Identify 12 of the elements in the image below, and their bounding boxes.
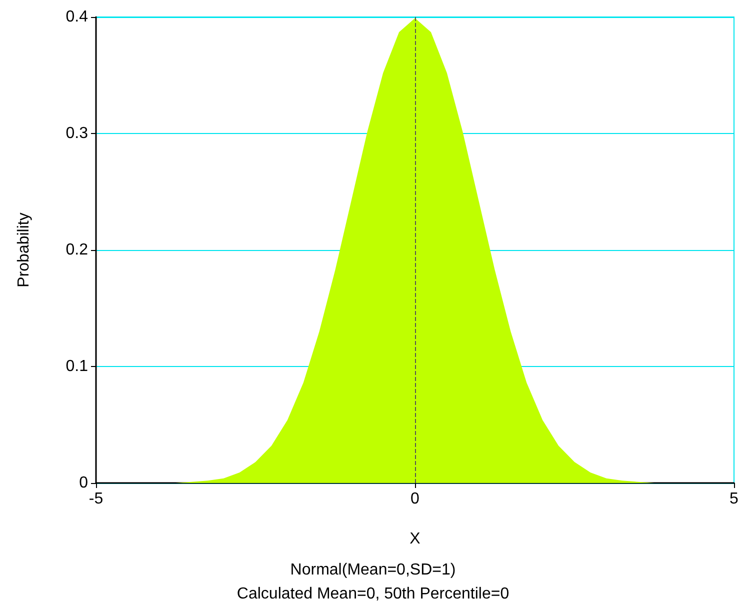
text: Normal(Mean=0,SD=1) [290, 562, 456, 578]
x-tick-label: 0 [410, 490, 420, 508]
x-tick-label: 5 [730, 490, 739, 508]
x-axis-title: X [410, 530, 421, 548]
y-tick-label: 0.3 [66, 125, 88, 142]
y-tick-label: 0.1 [66, 358, 88, 375]
y-tick-label: 0.2 [66, 242, 88, 258]
x-tick-label: -5 [88, 490, 104, 508]
text: Calculated Mean=0, 50th Percentile=0 [236, 586, 510, 602]
y-axis-title: Probability [16, 212, 32, 288]
y-tick-label: 0.4 [66, 8, 88, 26]
y-tick-label: 0 [79, 474, 88, 492]
